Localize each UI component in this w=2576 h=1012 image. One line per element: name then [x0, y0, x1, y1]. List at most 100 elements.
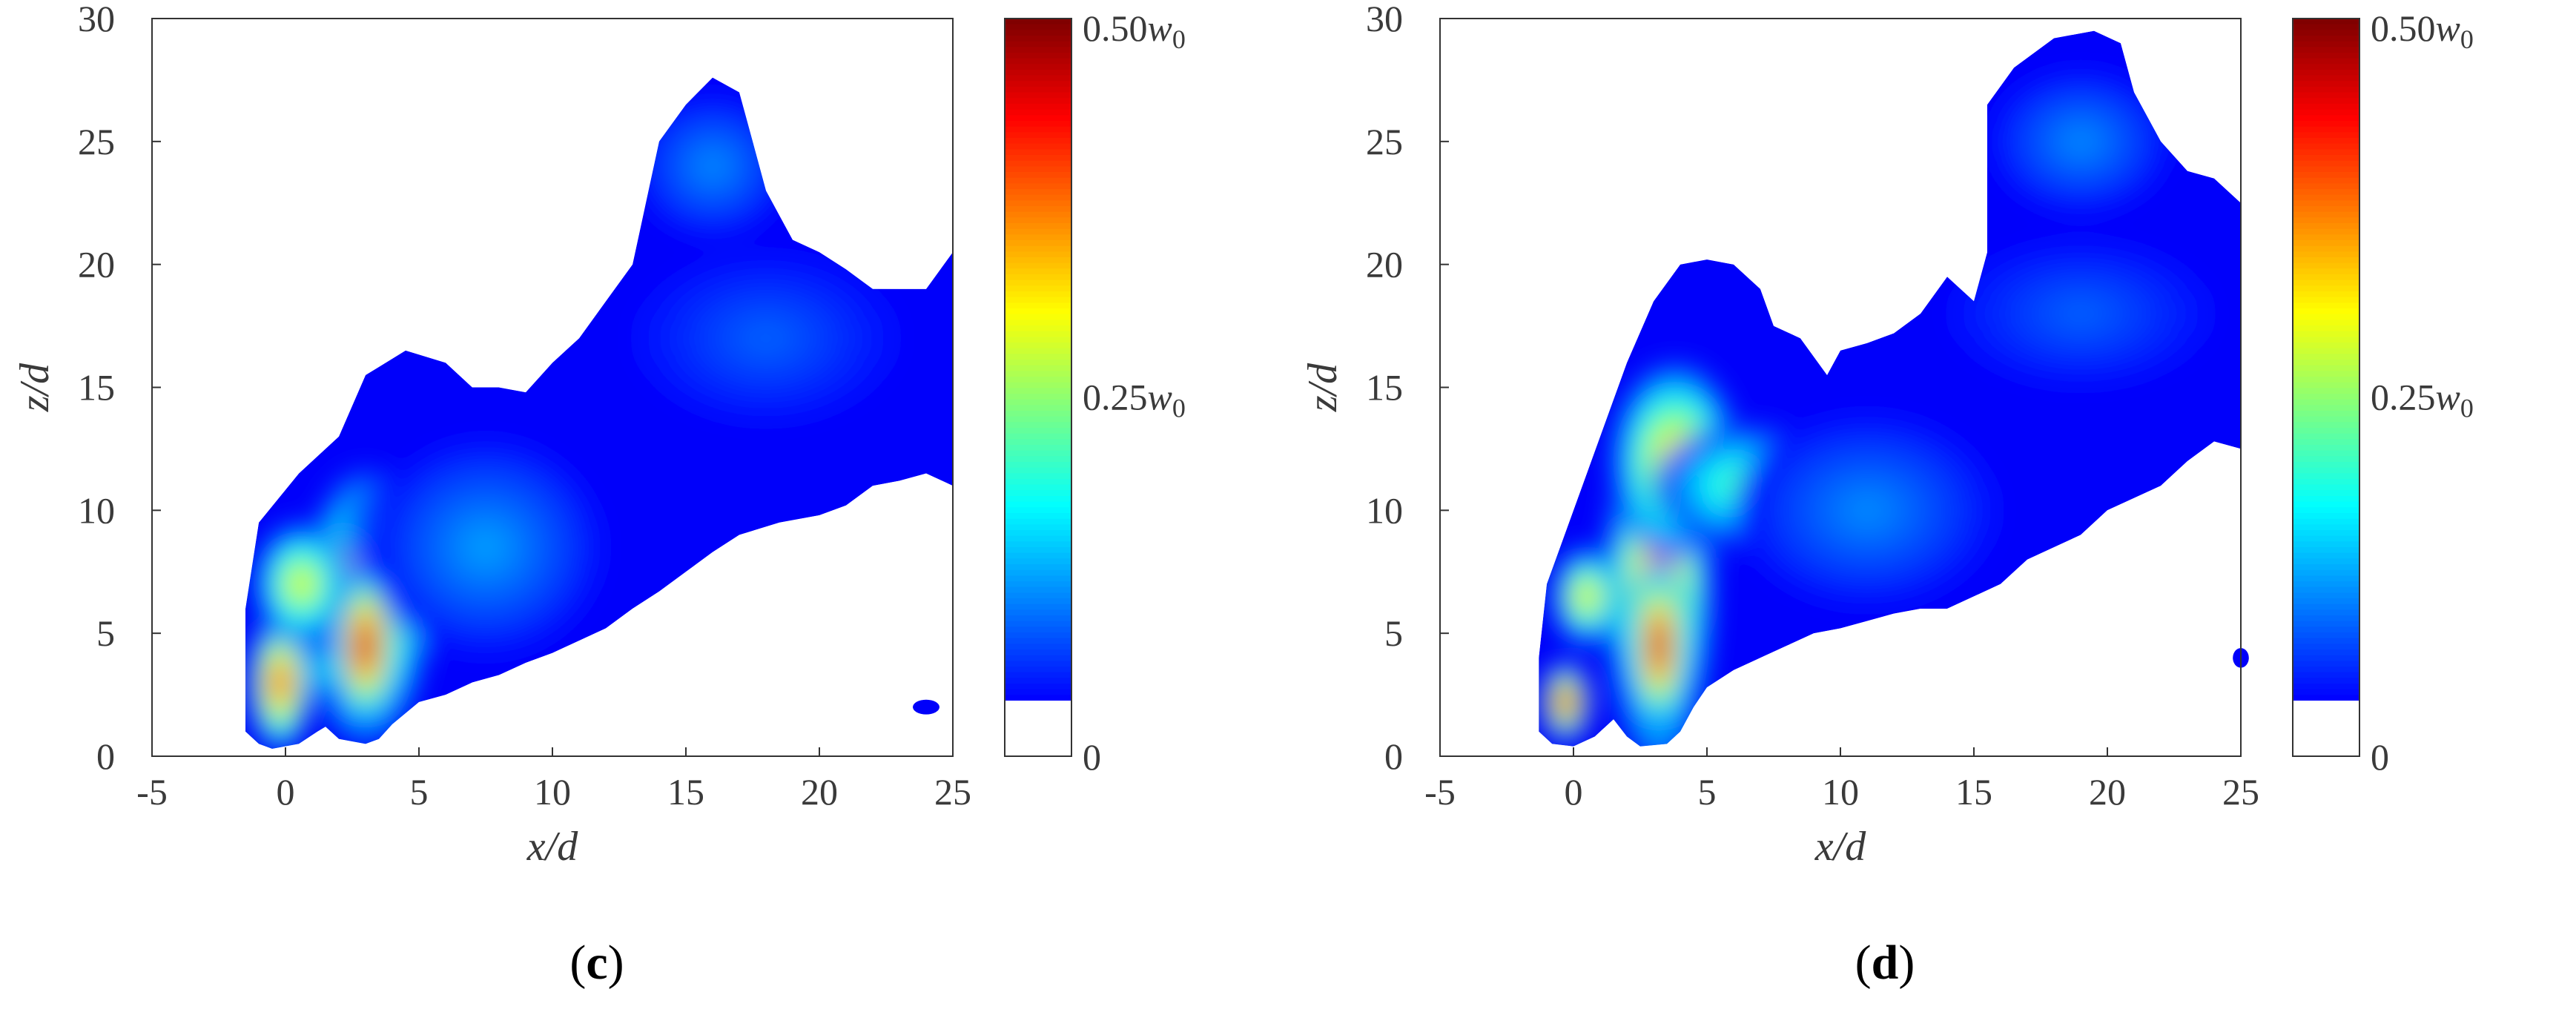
- colorbar-swatch: [2293, 689, 2359, 695]
- colorbar-swatch: [2293, 467, 2359, 474]
- colorbar-swatch: [2293, 143, 2359, 150]
- colorbar-swatch: [1005, 626, 1071, 633]
- colorbar-swatch: [2293, 586, 2359, 593]
- colorbar-swatch: [2293, 109, 2359, 116]
- colorbar-swatch: [1005, 81, 1071, 87]
- colorbar-swatch: [2293, 490, 2359, 497]
- colorbar-swatch: [1005, 450, 1071, 457]
- colorbar-swatch: [2293, 382, 2359, 388]
- colorbar-swatch: [2293, 19, 2359, 25]
- colorbar-swatch: [2293, 104, 2359, 110]
- colorbar-label-min: 0: [2371, 736, 2389, 778]
- colorbar: [2292, 18, 2360, 757]
- colorbar-swatch: [2293, 365, 2359, 371]
- colorbar-swatch: [2293, 291, 2359, 298]
- colorbar-swatch: [1005, 240, 1071, 247]
- colorbar-swatch: [1005, 337, 1071, 343]
- colorbar-swatch: [1005, 564, 1071, 571]
- colorbar-swatch: [2293, 194, 2359, 201]
- colorbar-swatch: [2293, 399, 2359, 406]
- colorbar-swatch: [1005, 644, 1071, 650]
- colorbar-swatch: [1005, 365, 1071, 371]
- field-blob-9: [2064, 304, 2098, 323]
- colorbar-swatch: [2293, 166, 2359, 173]
- colorbar-swatch: [1005, 274, 1071, 281]
- colorbar-swatch: [2293, 592, 2359, 599]
- y-tick-label: 25: [78, 121, 115, 162]
- colorbar-zero-band: [2293, 701, 2359, 756]
- colorbar-swatch: [1005, 569, 1071, 576]
- colorbar-swatch: [1005, 268, 1071, 275]
- x-tick-label: 5: [410, 771, 429, 813]
- colorbar-swatch: [1005, 558, 1071, 565]
- colorbar-swatch: [2293, 433, 2359, 440]
- colorbar-swatch: [2293, 575, 2359, 582]
- colorbar-swatch: [1005, 251, 1071, 258]
- colorbar-swatch: [2293, 320, 2359, 326]
- colorbar-frame: [1004, 18, 1072, 757]
- colorbar-swatch: [1005, 172, 1071, 179]
- colorbar-swatch: [1005, 343, 1071, 349]
- colorbar-swatch: [2293, 302, 2359, 309]
- colorbar-swatch: [2293, 479, 2359, 486]
- colorbar-label-mid: 0.25w0: [2371, 377, 2474, 423]
- colorbar-swatch: [1005, 177, 1071, 184]
- colorbar-swatch: [1005, 53, 1071, 59]
- field-blob-8: [2069, 132, 2093, 151]
- colorbar-swatch: [1005, 552, 1071, 559]
- colorbar-swatch: [2293, 280, 2359, 286]
- colorbar-swatch: [2293, 371, 2359, 377]
- x-tick-label: 0: [1565, 771, 1583, 813]
- colorbar-swatch: [2293, 81, 2359, 87]
- colorbar-swatch: [1005, 308, 1071, 315]
- x-tick-label: 15: [667, 771, 704, 813]
- colorbar-swatch: [2293, 228, 2359, 235]
- colorbar-label-mid: 0.25w0: [1083, 377, 1186, 423]
- x-axis-label: x/d: [526, 824, 578, 870]
- colorbar-swatch: [1005, 462, 1071, 469]
- colorbar-swatch: [2293, 456, 2359, 463]
- colorbar-swatch: [1005, 70, 1071, 76]
- field-blob-2: [276, 673, 285, 692]
- colorbar-swatch: [2293, 240, 2359, 247]
- colorbar-swatch: [2293, 678, 2359, 684]
- colorbar-swatch: [1005, 360, 1071, 366]
- colorbar-swatch: [1005, 467, 1071, 474]
- colorbar-swatch: [1005, 490, 1071, 497]
- colorbar-swatch: [1005, 121, 1071, 128]
- colorbar-swatch: [1005, 206, 1071, 213]
- colorbar-swatch: [1005, 19, 1071, 25]
- colorbar-swatch: [1005, 638, 1071, 644]
- x-tick-label: -5: [136, 771, 168, 813]
- colorbar-swatch: [1005, 348, 1071, 354]
- colorbar-swatch: [2293, 257, 2359, 264]
- colorbar-swatch: [1005, 695, 1071, 701]
- colorbar-swatch: [2293, 416, 2359, 423]
- colorbar-swatch: [2293, 552, 2359, 559]
- colorbar-swatch: [2293, 285, 2359, 292]
- colorbar-swatch: [2293, 638, 2359, 644]
- y-tick-label: 5: [1384, 612, 1403, 654]
- colorbar-swatch: [1005, 132, 1071, 139]
- colorbar-swatch: [1005, 615, 1071, 622]
- colorbar-swatch: [1005, 428, 1071, 434]
- colorbar-swatch: [2293, 388, 2359, 394]
- colorbar-swatch: [1005, 479, 1071, 486]
- colorbar-swatch: [2293, 644, 2359, 650]
- colorbar-swatch: [2293, 581, 2359, 588]
- colorbar-swatch: [1005, 262, 1071, 269]
- colorbar-swatch: [2293, 547, 2359, 554]
- colorbar-swatch: [1005, 30, 1071, 36]
- x-tick-label: 20: [801, 771, 838, 813]
- colorbar-swatch: [2293, 132, 2359, 139]
- colorbar-swatch: [2293, 87, 2359, 93]
- colorbar-swatch: [2293, 274, 2359, 281]
- y-tick-label: 0: [1384, 735, 1403, 777]
- colorbar-swatch: [1005, 126, 1071, 133]
- colorbar-swatch: [2293, 354, 2359, 360]
- x-tick-label: -5: [1424, 771, 1456, 813]
- colorbar-swatch: [2293, 53, 2359, 59]
- colorbar-swatch: [1005, 47, 1071, 53]
- colorbar-swatch: [1005, 234, 1071, 241]
- colorbar-swatch: [1005, 678, 1071, 684]
